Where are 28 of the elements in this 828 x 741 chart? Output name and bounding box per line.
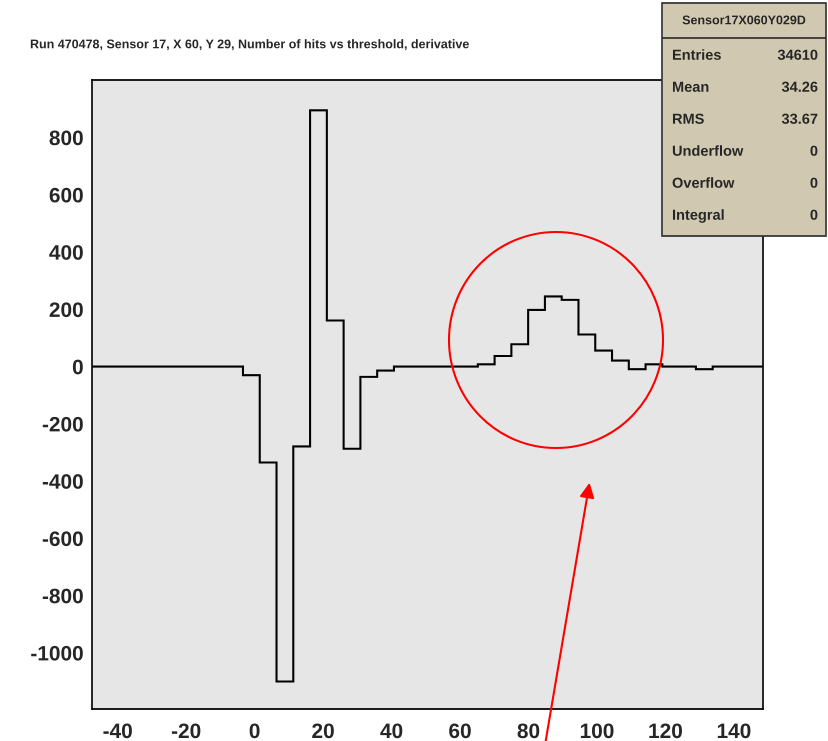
x-tick-label: 120 (649, 723, 682, 738)
text: Integral 0 (672, 209, 818, 223)
y-tick-label: 800 (50, 130, 83, 146)
text: Sensor17X060Y029D (682, 16, 806, 24)
y-tick-label: -800 (42, 588, 83, 604)
text: Entries 34610 (672, 49, 818, 60)
y-tick-label: 400 (49, 245, 83, 260)
x-tick-label: 140 (718, 723, 750, 738)
x-tick-label: 40 (380, 723, 402, 738)
y-tick-label: 200 (50, 302, 83, 318)
y-tick-label: 600 (50, 188, 83, 203)
text: Underflow 0 (672, 145, 818, 156)
x-tick-label: 20 (312, 723, 334, 738)
x-tick-label: 100 (580, 723, 614, 738)
y-tick-label: -600 (42, 531, 83, 546)
text: RMS 33.67 (672, 114, 818, 124)
y-tick-label: 0 (72, 360, 83, 374)
chart-title: Run 470478, Sensor 17, X 60, Y 29, Number of hits vs threshold, derivative (30, 39, 469, 50)
text: Mean 34.26 (672, 82, 818, 92)
text: Overflow 0 (672, 177, 818, 188)
y-tick-label: -1000 (31, 646, 83, 661)
x-tick-label: 60 (449, 723, 471, 738)
y-tick-label: -200 (42, 416, 83, 432)
x-tick-label: -20 (172, 723, 200, 738)
y-tick-label: -400 (42, 474, 83, 489)
x-tick-label: -40 (103, 723, 132, 738)
x-tick-label: 80 (518, 723, 540, 738)
x-tick-label: 0 (250, 723, 260, 738)
